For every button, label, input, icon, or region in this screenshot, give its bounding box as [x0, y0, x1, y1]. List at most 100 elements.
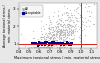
- Point: [52, 29, 54, 30]
- Point: [43, 47, 44, 48]
- Point: [60, 39, 62, 40]
- Point: [40, 43, 41, 44]
- Point: [52, 27, 54, 28]
- Point: [62, 39, 64, 40]
- Point: [89, 20, 90, 21]
- Point: [58, 46, 59, 47]
- Point: [87, 6, 89, 7]
- Point: [36, 43, 37, 44]
- Point: [44, 40, 46, 41]
- Point: [49, 28, 51, 29]
- Point: [50, 46, 52, 47]
- Point: [46, 47, 48, 48]
- Point: [58, 43, 59, 44]
- Point: [64, 31, 65, 32]
- Point: [64, 42, 66, 43]
- Point: [59, 32, 60, 33]
- Point: [40, 37, 42, 38]
- Point: [88, 25, 90, 26]
- Point: [65, 20, 66, 21]
- Point: [54, 43, 56, 44]
- Point: [58, 47, 60, 48]
- Point: [40, 20, 42, 21]
- Point: [72, 32, 74, 33]
- Point: [60, 42, 62, 43]
- Point: [60, 17, 62, 18]
- Point: [49, 38, 50, 39]
- Point: [51, 47, 52, 48]
- Point: [47, 47, 48, 48]
- Point: [66, 27, 68, 28]
- Point: [67, 33, 69, 34]
- Point: [69, 44, 71, 45]
- Point: [60, 37, 62, 38]
- Point: [43, 47, 44, 48]
- Point: [61, 42, 63, 43]
- Point: [47, 35, 49, 36]
- Point: [57, 32, 59, 33]
- Point: [42, 47, 44, 48]
- Point: [53, 35, 55, 36]
- Point: [63, 47, 64, 48]
- Point: [53, 40, 55, 41]
- Point: [63, 24, 65, 25]
- Point: [57, 28, 58, 29]
- Point: [57, 11, 58, 12]
- Point: [60, 33, 62, 34]
- Point: [68, 21, 69, 22]
- Point: [56, 40, 58, 41]
- Point: [48, 47, 49, 48]
- Point: [47, 47, 49, 48]
- Point: [63, 40, 64, 41]
- Point: [67, 31, 68, 32]
- Point: [39, 42, 41, 43]
- Point: [38, 45, 39, 46]
- Point: [72, 26, 73, 27]
- Point: [62, 41, 64, 42]
- Point: [73, 34, 74, 35]
- Point: [75, 17, 77, 18]
- Point: [33, 43, 35, 44]
- Point: [53, 35, 55, 36]
- Point: [55, 32, 56, 33]
- Point: [70, 35, 71, 36]
- Point: [20, 34, 22, 35]
- Point: [52, 37, 54, 38]
- Point: [56, 21, 58, 22]
- Point: [45, 43, 46, 44]
- Point: [48, 45, 50, 46]
- Point: [38, 42, 39, 43]
- Point: [48, 28, 50, 29]
- Point: [64, 36, 65, 37]
- Point: [60, 43, 62, 44]
- Point: [40, 47, 41, 48]
- Point: [24, 46, 26, 47]
- Point: [55, 35, 57, 36]
- Point: [46, 46, 47, 47]
- Point: [80, 35, 82, 36]
- Point: [41, 37, 42, 38]
- Point: [43, 38, 45, 39]
- Point: [42, 43, 43, 44]
- Point: [58, 22, 59, 23]
- Point: [82, 24, 83, 25]
- Point: [47, 28, 49, 29]
- Point: [38, 47, 39, 48]
- Point: [60, 43, 62, 44]
- Point: [64, 26, 65, 27]
- Point: [49, 28, 50, 29]
- Point: [40, 47, 42, 48]
- Point: [32, 43, 33, 44]
- Point: [61, 44, 63, 45]
- Point: [60, 47, 61, 48]
- Point: [51, 47, 52, 48]
- Point: [62, 26, 63, 27]
- Point: [64, 36, 65, 37]
- Point: [72, 32, 74, 33]
- Point: [66, 24, 68, 25]
- Point: [79, 37, 81, 38]
- Point: [40, 31, 42, 32]
- Point: [41, 34, 43, 35]
- Point: [46, 36, 48, 37]
- Point: [73, 14, 75, 15]
